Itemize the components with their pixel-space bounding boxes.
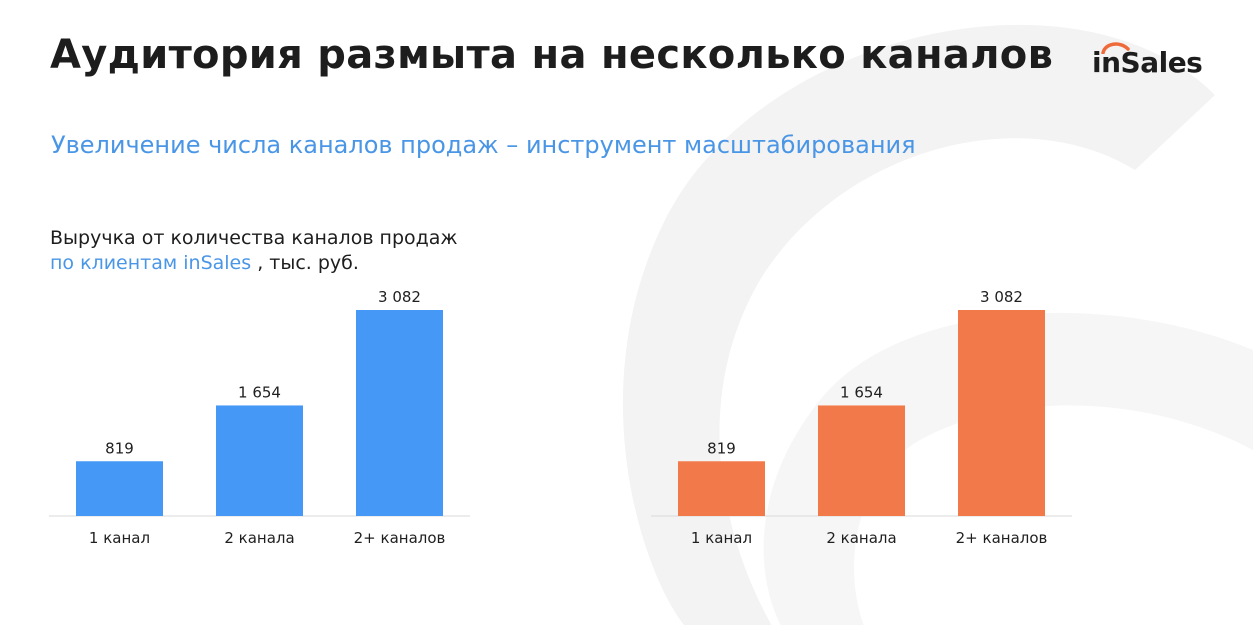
caption-line-1: Выручка от количества каналов продаж (50, 227, 458, 249)
blue-chart-category-label-1: 1 канал (89, 529, 150, 547)
blue-chart-value-label-3: 3 082 (378, 288, 421, 306)
blue-chart-bar-3 (356, 310, 443, 516)
orange-chart-bar-2 (818, 405, 905, 516)
logo-text: inSales (1092, 46, 1203, 79)
orange-chart-category-label-2: 2 канала (826, 529, 896, 547)
background-arc-inner (763, 312, 1253, 625)
blue-chart-category-label-3: 2+ каналов (354, 529, 446, 547)
page-subtitle: Увеличение числа каналов продаж – инстру… (51, 131, 916, 159)
orange-chart-value-label-1: 819 (707, 439, 736, 457)
revenue-chart-orange-svg: 819 1 канал 1 654 2 канала 3 082 2+ каналов (651, 288, 1072, 547)
revenue-chart-blue-svg: 819 1 канал 1 654 2 канала 3 082 2+ каналов (49, 288, 470, 547)
insales-logo: inSales (1092, 40, 1204, 84)
blue-chart-category-label-2: 2 канала (224, 529, 294, 547)
blue-chart-bar-1 (76, 461, 163, 516)
blue-chart-value-label-1: 819 (105, 439, 134, 457)
page-title: Аудитория размыта на несколько каналов (50, 32, 1054, 78)
blue-chart-value-label-2: 1 654 (238, 383, 281, 401)
caption-unit: , тыс. руб. (251, 252, 359, 274)
orange-chart-category-label-1: 1 канал (691, 529, 752, 547)
revenue-chart-orange: 819 1 канал 1 654 2 канала 3 082 2+ каналов (642, 280, 1082, 560)
orange-chart-bar-3 (958, 310, 1045, 516)
blue-chart-bar-2 (216, 405, 303, 516)
background-arc-outer (623, 24, 1215, 625)
orange-chart-category-label-3: 2+ каналов (956, 529, 1048, 547)
caption-line-2: по клиентам inSales , тыс. руб. (50, 251, 458, 276)
orange-chart-value-label-3: 3 082 (980, 288, 1023, 306)
orange-chart-bar-1 (678, 461, 765, 516)
logo-arc-icon (1101, 42, 1130, 54)
revenue-chart-blue: 819 1 канал 1 654 2 канала 3 082 2+ каналов (40, 280, 480, 560)
orange-chart-value-label-2: 1 654 (840, 383, 883, 401)
chart-caption: Выручка от количества каналов продаж по … (50, 226, 458, 276)
caption-accent-link: по клиентам inSales (50, 252, 252, 274)
